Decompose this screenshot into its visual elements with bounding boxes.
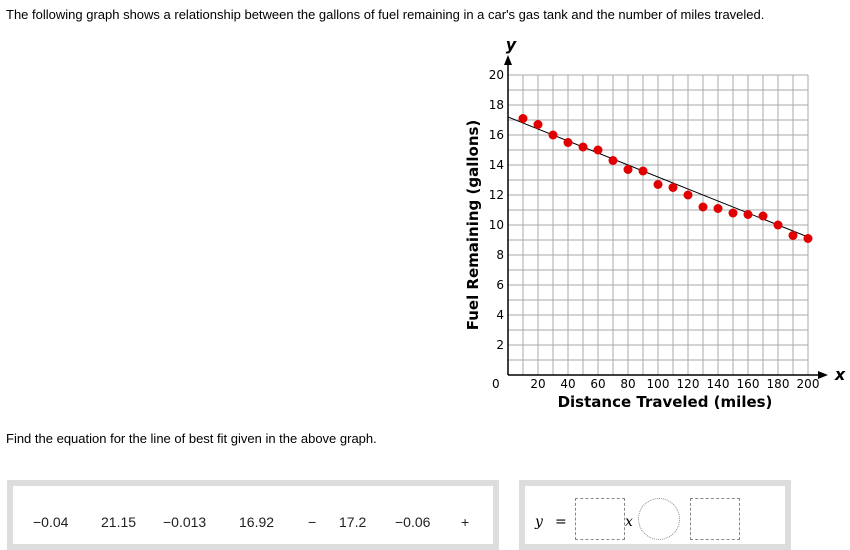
y-tick-label: 2 xyxy=(496,338,504,352)
tile[interactable]: 16.92 xyxy=(239,514,275,530)
data-point xyxy=(713,204,723,213)
y-tick-label: 18 xyxy=(489,98,504,112)
y-tick-label: 8 xyxy=(496,248,504,262)
equation-x: x xyxy=(625,514,633,530)
data-point xyxy=(608,156,618,165)
x-axis-letter: x xyxy=(834,365,846,384)
x-tick-label: 60 xyxy=(590,377,605,391)
data-point xyxy=(803,234,813,243)
x-tick-label: 120 xyxy=(677,377,700,391)
data-point xyxy=(683,190,693,200)
slope-drop-box[interactable] xyxy=(575,498,625,540)
data-point xyxy=(788,231,798,240)
x-tick-label: 180 xyxy=(767,377,790,391)
y-tick-label: 14 xyxy=(489,158,504,172)
y-tick-label: 16 xyxy=(489,128,504,142)
data-point xyxy=(548,130,558,140)
data-point xyxy=(653,180,663,189)
equation-panel: y = x xyxy=(519,480,791,550)
x-tick-label: 80 xyxy=(620,377,635,391)
data-point xyxy=(668,183,678,192)
y-tick-label: 4 xyxy=(496,308,504,322)
scatter-chart: 0 20 40 60 80 100 120 140 160 180 200 2 4 6 8 10 12 14 16 1… xyxy=(464,35,846,411)
data-point xyxy=(698,202,708,212)
x-tick-label: 40 xyxy=(560,377,575,391)
intercept-drop-box[interactable] xyxy=(690,498,740,540)
x-tick-label: 0 xyxy=(492,377,500,391)
data-point xyxy=(518,114,528,123)
data-point xyxy=(728,208,738,218)
y-tick-label: 20 xyxy=(489,68,504,82)
tile[interactable]: − xyxy=(308,514,317,530)
prompt-text: Find the equation for the line of best f… xyxy=(6,431,377,446)
data-point xyxy=(563,138,573,147)
y-tick-label: 6 xyxy=(496,278,504,292)
equation-equals: = xyxy=(555,514,567,530)
x-tick-label: 20 xyxy=(530,377,545,391)
x-tick-label: 140 xyxy=(707,377,730,391)
tile[interactable]: + xyxy=(461,514,470,530)
data-point xyxy=(743,210,753,219)
best-fit-line xyxy=(507,116,809,238)
data-point xyxy=(773,220,783,230)
tile[interactable]: 17.2 xyxy=(339,514,367,530)
y-axis-arrow xyxy=(504,55,512,65)
data-point xyxy=(623,165,633,174)
data-point xyxy=(758,211,768,221)
x-tick-label: 160 xyxy=(737,377,760,391)
data-point xyxy=(578,142,588,152)
x-tick-label: 100 xyxy=(647,377,670,391)
y-axis-letter: y xyxy=(506,35,517,54)
question-text: The following graph shows a relationship… xyxy=(6,7,765,22)
x-axis-label: Distance Traveled (miles) xyxy=(558,393,773,411)
y-tick-label: 10 xyxy=(489,218,504,232)
operator-drop-circle[interactable] xyxy=(638,498,680,540)
tile[interactable]: −0.013 xyxy=(163,514,207,530)
tile[interactable]: 21.15 xyxy=(101,514,137,530)
equation-y: y xyxy=(535,514,543,530)
y-axis-label: Fuel Remaining (gallons) xyxy=(464,120,482,331)
data-point xyxy=(593,145,603,155)
y-tick-label: 12 xyxy=(489,188,504,202)
tile-bank: −0.04 21.15 −0.013 16.92 − 17.2 −0.06 + xyxy=(7,480,499,550)
tile[interactable]: −0.06 xyxy=(395,514,431,530)
x-axis-arrow xyxy=(818,371,828,379)
x-tick-label: 200 xyxy=(797,377,820,391)
data-point xyxy=(638,166,648,176)
data-point xyxy=(533,120,543,129)
tile[interactable]: −0.04 xyxy=(33,514,69,530)
